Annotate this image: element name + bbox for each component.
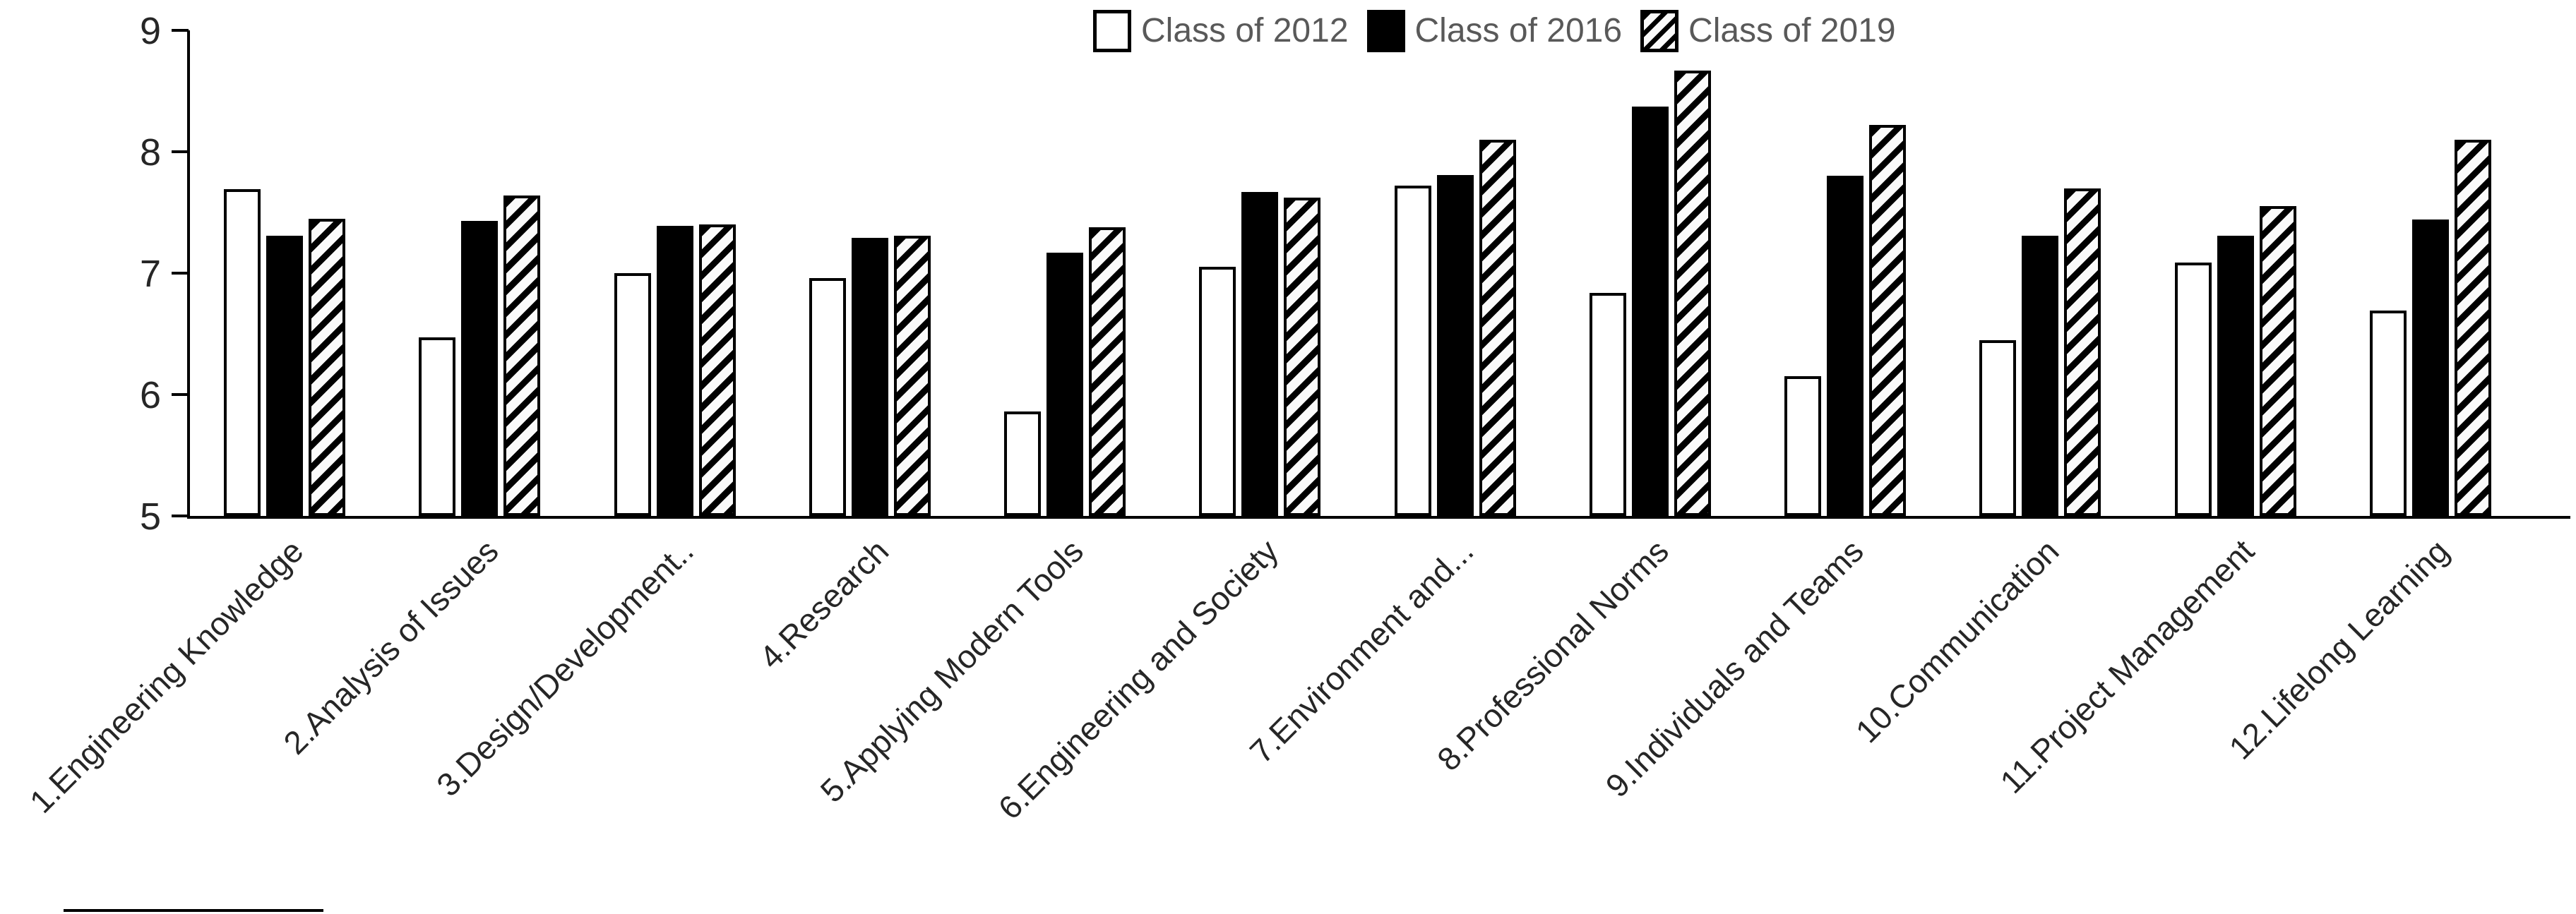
bar-group [1979, 188, 2101, 516]
bar-class-of-2012 [224, 189, 261, 516]
legend-swatch-hatched-icon [1640, 10, 1679, 52]
bar-class-of-2019 [2259, 206, 2296, 516]
x-axis-label: 1.Engineering Knowledge [22, 532, 311, 820]
bar-class-of-2016 [1436, 174, 1474, 516]
bar-class-of-2016 [2411, 220, 2449, 516]
bar-class-of-2016 [1241, 191, 1279, 516]
bar-group [1784, 125, 1907, 516]
bar-class-of-2016 [266, 235, 303, 516]
bar-class-of-2012 [2174, 262, 2212, 516]
bar-class-of-2019 [309, 218, 345, 516]
y-tick-mark [172, 150, 189, 153]
bar-group [1589, 70, 1711, 516]
bar-class-of-2012 [1199, 267, 1236, 516]
legend-label: Class of 2019 [1688, 12, 1896, 49]
chart-legend: Class of 2012 Class of 2016 Class of 201… [1093, 10, 1896, 52]
bar-class-of-2012 [419, 337, 456, 516]
bar-class-of-2012 [809, 277, 846, 516]
x-axis-label: 4.Research [751, 532, 895, 676]
bar-class-of-2019 [1089, 227, 1126, 516]
cropped-border-line [64, 909, 323, 912]
y-tick-mark [172, 393, 189, 396]
bar-class-of-2016 [2217, 235, 2254, 516]
bar-class-of-2012 [1394, 186, 1431, 516]
bar-class-of-2019 [2064, 188, 2101, 516]
legend-item-2012: Class of 2012 [1093, 10, 1349, 52]
bar-class-of-2012 [2369, 311, 2407, 516]
bar-class-of-2019 [2454, 139, 2491, 516]
bar-class-of-2012 [614, 273, 651, 516]
bar-group [1199, 191, 1321, 516]
bar-class-of-2019 [1674, 70, 1711, 516]
bar-class-of-2016 [461, 221, 499, 516]
legend-label: Class of 2012 [1141, 12, 1349, 49]
x-label-cell: 12.Lifelong Learning [2222, 526, 2491, 910]
legend-item-2019: Class of 2019 [1640, 10, 1896, 52]
bar-class-of-2012 [1784, 376, 1822, 516]
bar-class-of-2012 [1589, 292, 1626, 516]
y-tick-label: 5 [139, 495, 161, 538]
y-tick-label: 9 [139, 10, 161, 52]
bar-group [809, 235, 931, 516]
plot-area [190, 30, 2570, 516]
bar-class-of-2019 [503, 195, 541, 516]
legend-item-2016: Class of 2016 [1366, 10, 1623, 52]
bar-class-of-2019 [1869, 125, 1907, 516]
y-tick-mark [172, 272, 189, 275]
x-axis-labels: 1.Engineering Knowledge 2.Analysis of Iss… [23, 526, 2570, 910]
bar-class-of-2019 [893, 235, 931, 516]
y-axis-line [187, 30, 190, 519]
y-tick-label: 6 [139, 374, 161, 416]
y-tick-label: 8 [139, 131, 161, 174]
x-axis-line [187, 516, 2570, 519]
y-tick-label: 7 [139, 253, 161, 295]
bar-group [2369, 139, 2491, 516]
bar-class-of-2016 [1631, 107, 1669, 516]
y-tick-mark [172, 515, 189, 517]
bar-class-of-2016 [1046, 252, 1084, 516]
legend-label: Class of 2016 [1414, 12, 1623, 49]
bar-group [419, 195, 541, 516]
y-tick-mark [172, 29, 189, 32]
bar-class-of-2012 [1004, 411, 1042, 516]
bar-group [1394, 139, 1516, 516]
bar-class-of-2016 [1827, 176, 1864, 516]
bar-class-of-2019 [698, 224, 736, 516]
legend-swatch-white-icon [1093, 10, 1131, 52]
bar-class-of-2012 [1979, 339, 2017, 516]
bar-class-of-2019 [1479, 139, 1516, 516]
bar-group [1004, 227, 1126, 516]
bar-group [224, 189, 345, 516]
bar-class-of-2016 [2022, 235, 2059, 516]
bar-class-of-2016 [851, 238, 888, 516]
bar-class-of-2019 [1284, 198, 1321, 516]
bar-group [614, 224, 736, 516]
x-label-cell: 3.Design/Development.. [429, 526, 736, 910]
legend-swatch-black-icon [1366, 10, 1405, 52]
bar-class-of-2016 [656, 225, 693, 516]
bar-group [2174, 206, 2296, 516]
